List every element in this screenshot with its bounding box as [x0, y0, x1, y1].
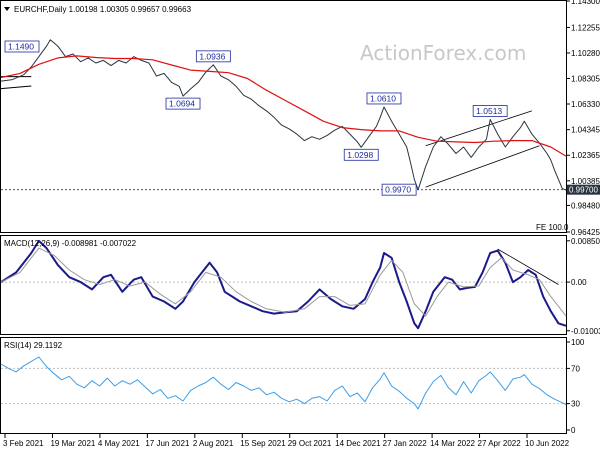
x-axis-tick-label: 3 Feb 2021 [3, 439, 44, 448]
price-y-tick-label: 0.98480 [571, 201, 600, 210]
price-y-tick-label: 1.12255 [571, 23, 600, 32]
x-axis-tick-label: 27 Jan 2022 [383, 439, 428, 448]
x-axis-tick-label: 14 Mar 2022 [430, 439, 475, 448]
price-y-tick-label: 1.00385 [571, 177, 600, 186]
macd-y-tick-label: 0.00 [571, 278, 587, 287]
x-axis-tick-label: 2 Aug 2021 [193, 439, 234, 448]
price-chart-title: EURCHF,Daily 1.00198 1.00305 0.99657 0.9… [14, 5, 192, 14]
x-axis-tick-label: 14 Dec 2021 [335, 439, 381, 448]
price-annotation-label: 1.0610 [370, 93, 396, 103]
rsi-y-tick-label: 0 [571, 426, 576, 435]
moving-average-line [0, 55, 567, 157]
price-y-tick-label: 1.04345 [571, 126, 600, 135]
title-triangle-icon [4, 7, 10, 11]
price-y-tick-label: 1.10280 [571, 49, 600, 58]
price-annotation-box [343, 148, 379, 161]
price-y-tick-label: 0.96425 [571, 228, 600, 237]
price-annotation-box [366, 92, 402, 105]
macd-title: MACD(12,26,9) -0.008981 -0.007022 [4, 239, 137, 248]
rsi-panel: 100 70 30 0 RSI(14) 29.1192 [0, 337, 585, 435]
x-axis: 3 Feb 2021 19 Mar 2021 4 May 2021 17 Jun 20… [3, 434, 570, 448]
macd-panel: 0.008507 0.00 -0.010034 MACD(12,26,9) -0.0… [0, 235, 600, 336]
macd-panel-frame [0, 235, 567, 335]
watermark: ActionForex.com [360, 41, 526, 65]
price-panel-frame [0, 0, 567, 233]
reference-line [0, 85, 32, 90]
rsi-panel-frame [0, 337, 567, 434]
x-axis-tick-label: 10 Jun 2022 [525, 439, 570, 448]
x-axis-tick-label: 27 Apr 2022 [478, 439, 522, 448]
x-axis-tick-label: 15 Sep 2021 [240, 439, 286, 448]
rsi-y-tick-label: 70 [571, 364, 580, 373]
price-y-tick-label: 1.14300 [571, 0, 600, 6]
x-axis-tick-label: 4 May 2021 [98, 439, 140, 448]
rsi-y-tick-label: 30 [571, 400, 580, 409]
x-axis-tick-label: 29 Oct 2021 [288, 439, 332, 448]
macd-y-tick-label: -0.010034 [571, 327, 600, 336]
rsi-line [0, 356, 567, 410]
channel-line [425, 145, 540, 188]
macd-signal-line [0, 247, 567, 317]
price-annotation-box [165, 97, 201, 110]
x-axis-tick-label: 19 Mar 2021 [50, 439, 95, 448]
macd-line [0, 239, 567, 330]
current-price-marker [567, 184, 600, 195]
price-annotation-label: 0.9970 [385, 185, 411, 195]
fe-label: FE 100.0 [536, 223, 569, 232]
price-annotation-label: 1.1490 [8, 42, 34, 52]
price-line [0, 39, 567, 191]
price-y-tick-label: 1.06330 [571, 100, 600, 109]
price-annotation-box [472, 105, 508, 117]
rsi-title: RSI(14) 29.1192 [4, 341, 63, 350]
price-annotation-label: 1.0298 [347, 150, 373, 160]
price-y-tick-label: 1.08305 [571, 74, 600, 83]
price-panel: ActionForex.com 1.1490 1.0936 1.0694 1.0610… [0, 0, 600, 237]
price-annotation-label: 1.0694 [169, 99, 195, 109]
price-y-tick-label: 1.02365 [571, 151, 600, 160]
price-annotation-label: 1.0513 [476, 106, 502, 116]
price-annotation-box [195, 50, 231, 63]
current-price-label: 0.99700 [569, 186, 598, 195]
macd-trend-line [497, 248, 559, 285]
macd-y-tick-label: 0.008507 [571, 237, 600, 246]
rsi-y-tick-label: 100 [571, 338, 585, 347]
price-annotation-box [381, 183, 417, 196]
price-annotation-label: 1.0936 [199, 51, 225, 61]
x-axis-tick-label: 17 Jun 2021 [145, 439, 190, 448]
price-annotation-box [4, 40, 40, 53]
